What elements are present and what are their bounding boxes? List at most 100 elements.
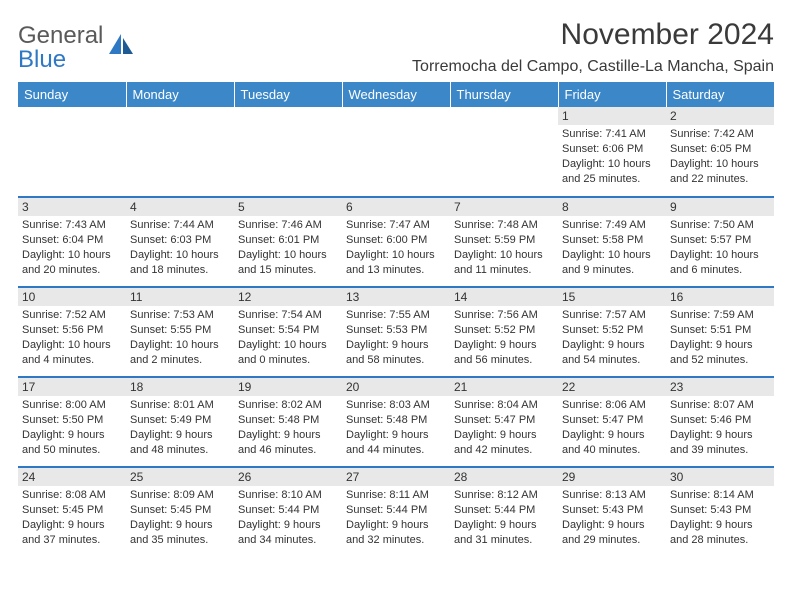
day-details: Sunrise: 8:08 AMSunset: 5:45 PMDaylight:…	[18, 486, 126, 551]
sunrise-text: Sunrise: 7:43 AM	[22, 218, 122, 233]
sunrise-text: Sunrise: 7:55 AM	[346, 308, 446, 323]
day-number: 6	[342, 198, 450, 216]
daylight-text: Daylight: 9 hours and 54 minutes.	[562, 338, 662, 368]
sunrise-text: Sunrise: 8:00 AM	[22, 398, 122, 413]
day-number: 15	[558, 288, 666, 306]
day-number: 4	[126, 198, 234, 216]
day-number: 26	[234, 468, 342, 486]
calendar-day-cell	[450, 107, 558, 197]
day-number: 22	[558, 378, 666, 396]
brand-line1: General	[18, 24, 103, 48]
calendar-day-cell: 23Sunrise: 8:07 AMSunset: 5:46 PMDayligh…	[666, 377, 774, 467]
day-number: 13	[342, 288, 450, 306]
daylight-text: Daylight: 9 hours and 34 minutes.	[238, 518, 338, 548]
calendar-day-cell: 21Sunrise: 8:04 AMSunset: 5:47 PMDayligh…	[450, 377, 558, 467]
day-details: Sunrise: 8:03 AMSunset: 5:48 PMDaylight:…	[342, 396, 450, 461]
sunrise-text: Sunrise: 8:08 AM	[22, 488, 122, 503]
sunset-text: Sunset: 5:49 PM	[130, 413, 230, 428]
day-number: 27	[342, 468, 450, 486]
month-title: November 2024	[412, 18, 774, 52]
day-details: Sunrise: 7:47 AMSunset: 6:00 PMDaylight:…	[342, 216, 450, 281]
calendar-day-cell: 18Sunrise: 8:01 AMSunset: 5:49 PMDayligh…	[126, 377, 234, 467]
sunset-text: Sunset: 5:52 PM	[454, 323, 554, 338]
sunset-text: Sunset: 5:54 PM	[238, 323, 338, 338]
day-number: 21	[450, 378, 558, 396]
day-details: Sunrise: 8:07 AMSunset: 5:46 PMDaylight:…	[666, 396, 774, 461]
day-number: 29	[558, 468, 666, 486]
sunrise-text: Sunrise: 7:50 AM	[670, 218, 770, 233]
day-details: Sunrise: 8:12 AMSunset: 5:44 PMDaylight:…	[450, 486, 558, 551]
day-number: 24	[18, 468, 126, 486]
sunrise-text: Sunrise: 7:46 AM	[238, 218, 338, 233]
day-number: 23	[666, 378, 774, 396]
sunset-text: Sunset: 5:58 PM	[562, 233, 662, 248]
calendar-day-cell: 3Sunrise: 7:43 AMSunset: 6:04 PMDaylight…	[18, 197, 126, 287]
weekday-header: Wednesday	[342, 82, 450, 107]
sunrise-text: Sunrise: 7:59 AM	[670, 308, 770, 323]
day-number: 14	[450, 288, 558, 306]
day-details: Sunrise: 7:52 AMSunset: 5:56 PMDaylight:…	[18, 306, 126, 371]
sunset-text: Sunset: 5:59 PM	[454, 233, 554, 248]
daylight-text: Daylight: 10 hours and 9 minutes.	[562, 248, 662, 278]
sunset-text: Sunset: 6:04 PM	[22, 233, 122, 248]
day-details: Sunrise: 8:06 AMSunset: 5:47 PMDaylight:…	[558, 396, 666, 461]
day-details: Sunrise: 8:14 AMSunset: 5:43 PMDaylight:…	[666, 486, 774, 551]
calendar-day-cell: 4Sunrise: 7:44 AMSunset: 6:03 PMDaylight…	[126, 197, 234, 287]
sunrise-text: Sunrise: 7:42 AM	[670, 127, 770, 142]
sunrise-text: Sunrise: 8:07 AM	[670, 398, 770, 413]
day-details: Sunrise: 7:43 AMSunset: 6:04 PMDaylight:…	[18, 216, 126, 281]
calendar-day-cell: 6Sunrise: 7:47 AMSunset: 6:00 PMDaylight…	[342, 197, 450, 287]
day-details: Sunrise: 8:00 AMSunset: 5:50 PMDaylight:…	[18, 396, 126, 461]
daylight-text: Daylight: 9 hours and 29 minutes.	[562, 518, 662, 548]
day-number: 25	[126, 468, 234, 486]
sunset-text: Sunset: 5:51 PM	[670, 323, 770, 338]
calendar-day-cell: 28Sunrise: 8:12 AMSunset: 5:44 PMDayligh…	[450, 467, 558, 557]
daylight-text: Daylight: 10 hours and 22 minutes.	[670, 157, 770, 187]
sunset-text: Sunset: 5:47 PM	[562, 413, 662, 428]
daylight-text: Daylight: 9 hours and 52 minutes.	[670, 338, 770, 368]
calendar-day-cell: 11Sunrise: 7:53 AMSunset: 5:55 PMDayligh…	[126, 287, 234, 377]
sunrise-text: Sunrise: 7:49 AM	[562, 218, 662, 233]
calendar-week-row: 10Sunrise: 7:52 AMSunset: 5:56 PMDayligh…	[18, 287, 774, 377]
sunset-text: Sunset: 5:52 PM	[562, 323, 662, 338]
day-number: 20	[342, 378, 450, 396]
calendar-week-row: 3Sunrise: 7:43 AMSunset: 6:04 PMDaylight…	[18, 197, 774, 287]
daylight-text: Daylight: 9 hours and 35 minutes.	[130, 518, 230, 548]
calendar-day-cell: 9Sunrise: 7:50 AMSunset: 5:57 PMDaylight…	[666, 197, 774, 287]
sunrise-text: Sunrise: 7:54 AM	[238, 308, 338, 323]
calendar-day-cell	[126, 107, 234, 197]
day-details: Sunrise: 7:50 AMSunset: 5:57 PMDaylight:…	[666, 216, 774, 281]
sunset-text: Sunset: 5:56 PM	[22, 323, 122, 338]
sunset-text: Sunset: 5:44 PM	[238, 503, 338, 518]
brand-line2: Blue	[18, 48, 103, 72]
daylight-text: Daylight: 10 hours and 2 minutes.	[130, 338, 230, 368]
sunset-text: Sunset: 5:45 PM	[22, 503, 122, 518]
calendar-day-cell: 15Sunrise: 7:57 AMSunset: 5:52 PMDayligh…	[558, 287, 666, 377]
sunrise-text: Sunrise: 7:52 AM	[22, 308, 122, 323]
sunset-text: Sunset: 5:57 PM	[670, 233, 770, 248]
calendar-week-row: 17Sunrise: 8:00 AMSunset: 5:50 PMDayligh…	[18, 377, 774, 467]
calendar-day-cell: 12Sunrise: 7:54 AMSunset: 5:54 PMDayligh…	[234, 287, 342, 377]
weekday-header: Saturday	[666, 82, 774, 107]
day-details: Sunrise: 7:44 AMSunset: 6:03 PMDaylight:…	[126, 216, 234, 281]
daylight-text: Daylight: 10 hours and 0 minutes.	[238, 338, 338, 368]
sunrise-text: Sunrise: 7:48 AM	[454, 218, 554, 233]
day-details: Sunrise: 8:11 AMSunset: 5:44 PMDaylight:…	[342, 486, 450, 551]
day-details	[234, 111, 342, 117]
daylight-text: Daylight: 9 hours and 39 minutes.	[670, 428, 770, 458]
day-number: 12	[234, 288, 342, 306]
day-details: Sunrise: 7:54 AMSunset: 5:54 PMDaylight:…	[234, 306, 342, 371]
daylight-text: Daylight: 10 hours and 4 minutes.	[22, 338, 122, 368]
sunset-text: Sunset: 6:00 PM	[346, 233, 446, 248]
sunset-text: Sunset: 5:47 PM	[454, 413, 554, 428]
daylight-text: Daylight: 9 hours and 31 minutes.	[454, 518, 554, 548]
sunset-text: Sunset: 6:05 PM	[670, 142, 770, 157]
day-number: 17	[18, 378, 126, 396]
day-number: 16	[666, 288, 774, 306]
sunset-text: Sunset: 5:43 PM	[562, 503, 662, 518]
calendar-day-cell: 14Sunrise: 7:56 AMSunset: 5:52 PMDayligh…	[450, 287, 558, 377]
sunset-text: Sunset: 5:45 PM	[130, 503, 230, 518]
calendar-day-cell: 19Sunrise: 8:02 AMSunset: 5:48 PMDayligh…	[234, 377, 342, 467]
day-details: Sunrise: 7:55 AMSunset: 5:53 PMDaylight:…	[342, 306, 450, 371]
daylight-text: Daylight: 9 hours and 58 minutes.	[346, 338, 446, 368]
